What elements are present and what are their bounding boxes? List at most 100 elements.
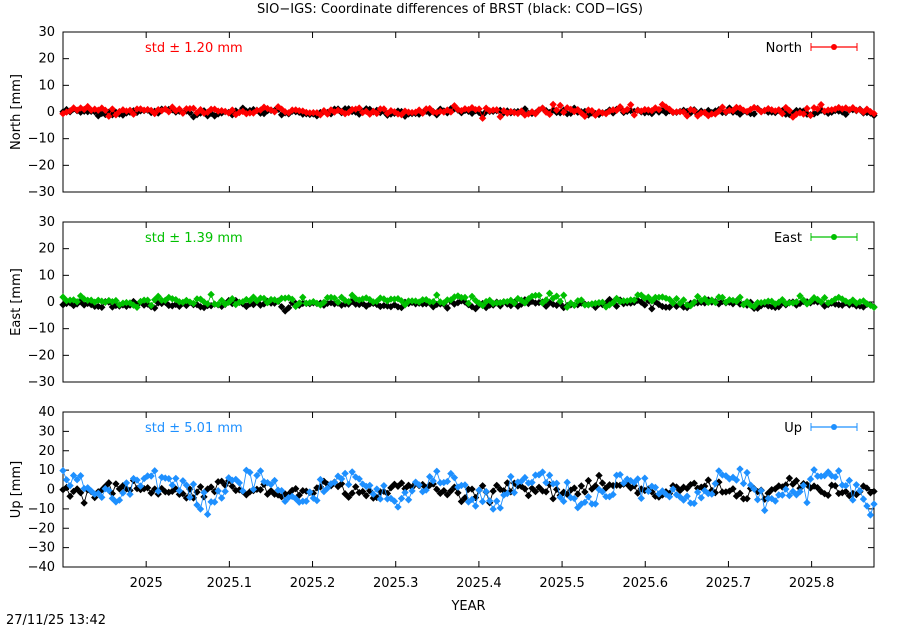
- data-point: [560, 497, 568, 505]
- data-point: [619, 479, 628, 487]
- data-point: [743, 468, 751, 477]
- data-point: [478, 301, 487, 310]
- data-point: [693, 488, 702, 496]
- data-point: [630, 111, 638, 119]
- data-point: [574, 490, 582, 498]
- data-point: [443, 477, 452, 486]
- data-point: [337, 480, 346, 488]
- data-point: [746, 481, 755, 489]
- data-point: [126, 490, 134, 498]
- data-point: [482, 487, 490, 496]
- panel-east: −30 −20 −10 0 10 20 30 East [mm] std ± 1.39 mm Ea…: [9, 215, 878, 390]
- y-tick-label: 40: [38, 405, 55, 420]
- data-point: [151, 467, 159, 475]
- data-point: [344, 493, 353, 501]
- data-point: [256, 486, 265, 494]
- data-point: [221, 487, 229, 496]
- data-point: [260, 294, 268, 303]
- y-tick-label: 10: [38, 78, 55, 93]
- data-point: [440, 487, 448, 495]
- data-point: [429, 298, 437, 306]
- data-point: [404, 496, 413, 504]
- data-point: [390, 497, 399, 505]
- data-point: [630, 296, 638, 304]
- data-point: [679, 296, 688, 304]
- timestamp: 27/11/25 13:42: [6, 613, 106, 628]
- data-point: [595, 471, 603, 480]
- data-point: [799, 296, 808, 304]
- data-point: [380, 481, 388, 490]
- data-point: [355, 475, 363, 483]
- data-point: [549, 100, 557, 109]
- chart-title: SIO−IGS: Coordinate differences of BRST …: [257, 2, 643, 17]
- data-point: [711, 479, 720, 488]
- data-point: [419, 109, 427, 117]
- data-point: [489, 487, 497, 495]
- data-point: [348, 489, 356, 497]
- data-point: [203, 300, 212, 308]
- y-axis-label: North [mm]: [9, 74, 24, 150]
- x-tick-label: 2025.3: [373, 576, 419, 591]
- data-point: [510, 488, 518, 497]
- data-point: [143, 484, 152, 492]
- data-point: [760, 506, 769, 515]
- x-tick-label: 2025.8: [789, 576, 835, 591]
- data-point: [316, 475, 325, 484]
- data-point: [824, 491, 832, 499]
- data-point: [753, 495, 762, 504]
- data-point: [785, 491, 794, 500]
- data-point: [394, 503, 402, 511]
- data-point: [775, 106, 783, 114]
- data-point: [796, 292, 804, 300]
- data-point: [429, 477, 437, 485]
- y-tick-label: −10: [28, 322, 55, 337]
- data-point: [665, 303, 674, 311]
- data-point: [718, 293, 727, 302]
- data-point: [397, 479, 406, 487]
- data-point: [461, 293, 469, 302]
- data-point: [288, 295, 296, 303]
- data-point: [521, 473, 529, 482]
- data-point: [256, 467, 265, 475]
- data-point: [270, 108, 279, 116]
- data-point: [478, 114, 487, 122]
- data-point: [235, 479, 243, 487]
- data-point: [743, 494, 751, 503]
- data-point: [352, 483, 360, 491]
- data-point: [76, 472, 85, 480]
- data-point: [468, 495, 476, 504]
- data-point: [154, 292, 162, 300]
- data-point: [552, 292, 561, 300]
- data-point: [577, 482, 586, 490]
- data-point: [267, 480, 275, 489]
- data-point: [690, 499, 698, 508]
- y-tick-label: 20: [38, 242, 55, 257]
- data-point: [835, 467, 843, 475]
- data-point: [507, 472, 515, 481]
- data-point: [443, 491, 451, 499]
- data-point: [179, 109, 187, 117]
- data-point: [729, 485, 737, 493]
- data-point: [62, 476, 71, 484]
- data-point: [277, 303, 286, 311]
- data-point: [694, 292, 702, 301]
- data-point: [186, 109, 194, 117]
- data-point: [598, 298, 607, 306]
- y-tick-label: −20: [28, 158, 55, 173]
- data-point: [739, 479, 748, 488]
- data-point: [859, 495, 868, 503]
- data-point: [542, 479, 550, 487]
- data-point: [785, 474, 794, 482]
- data-point: [732, 297, 741, 306]
- data-point: [454, 489, 462, 497]
- data-point: [408, 487, 416, 495]
- legend-marker: [831, 424, 837, 430]
- data-point: [651, 483, 660, 492]
- data-point: [531, 487, 540, 496]
- data-point: [856, 487, 864, 495]
- y-tick-label: 0: [47, 483, 55, 498]
- data-point: [704, 476, 712, 484]
- data-point: [401, 488, 409, 497]
- data-point: [270, 476, 279, 485]
